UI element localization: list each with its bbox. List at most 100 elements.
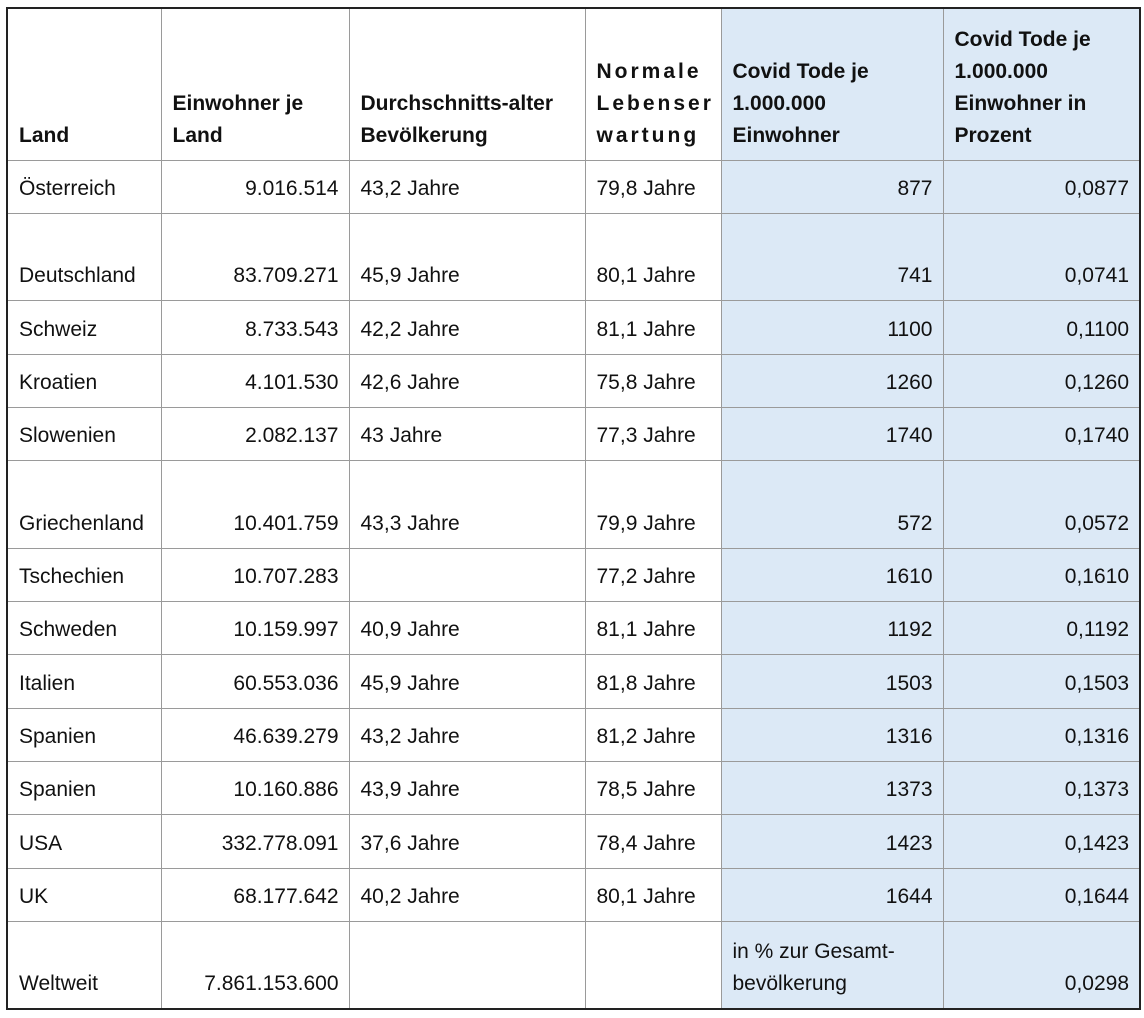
cell-alter: 40,2 Jahre <box>348 867 586 922</box>
cell-lebenserwartung: 80,1 Jahre <box>584 867 722 922</box>
cell-einwohner: 7.861.153.600 <box>160 920 350 1010</box>
cell-alter: 45,9 Jahre <box>348 654 586 709</box>
cell-lebenserwartung: 79,9 Jahre <box>584 460 722 549</box>
cell-covid-tode: 1610 <box>720 547 944 603</box>
table-row: Slowenien 2.082.137 43 Jahre 77,3 Jahre 1740… <box>6 406 1141 462</box>
cell-alter: 40,9 Jahre <box>348 601 586 656</box>
cell-covid-tode: 1192 <box>720 601 944 656</box>
world-row: Weltweit 7.861.153.600 in % zur Gesamt-bev… <box>6 920 1141 1010</box>
cell-land: Deutschland <box>6 212 162 302</box>
table-row: Tschechien 10.707.283 77,2 Jahre 1610 0,1610 <box>6 547 1141 603</box>
cell-lebenserwartung: 78,5 Jahre <box>584 760 722 816</box>
cell-covid-tode: 1503 <box>720 654 944 709</box>
cell-einwohner: 60.553.036 <box>160 654 350 709</box>
cell-covid-tode-prozent: 0,1192 <box>942 601 1141 656</box>
cell-lebenserwartung <box>584 920 722 1010</box>
cell-covid-tode-prozent: 0,1260 <box>942 353 1141 408</box>
cell-covid-tode: 572 <box>720 460 944 549</box>
table-row: Schweiz 8.733.543 42,2 Jahre 81,1 Jahre 1100… <box>6 300 1141 355</box>
cell-lebenserwartung: 81,8 Jahre <box>584 654 722 709</box>
cell-covid-tode-prozent: 0,1740 <box>942 406 1141 462</box>
cell-einwohner: 4.101.530 <box>160 353 350 408</box>
cell-alter: 42,6 Jahre <box>348 353 586 408</box>
cell-alter: 43 Jahre <box>348 406 586 462</box>
header-row: Land Einwohner je Land Durchschnitts-alt… <box>6 7 1141 161</box>
cell-einwohner: 8.733.543 <box>160 300 350 355</box>
cell-covid-tode: 1260 <box>720 353 944 408</box>
cell-covid-tode-prozent: 0,1423 <box>942 814 1141 869</box>
cell-covid-tode-prozent: 0,1644 <box>942 867 1141 922</box>
cell-covid-tode: 1100 <box>720 300 944 355</box>
cell-covid-tode: 1740 <box>720 406 944 462</box>
cell-land: Italien <box>6 654 162 709</box>
cell-einwohner: 332.778.091 <box>160 814 350 869</box>
cell-land: Weltweit <box>6 920 162 1010</box>
table-row: Spanien 10.160.886 43,9 Jahre 78,5 Jahre 137… <box>6 760 1141 816</box>
cell-covid-tode: 741 <box>720 212 944 302</box>
cell-lebenserwartung: 77,3 Jahre <box>584 406 722 462</box>
cell-lebenserwartung: 81,1 Jahre <box>584 601 722 656</box>
cell-einwohner: 46.639.279 <box>160 707 350 763</box>
cell-land: Griechenland <box>6 460 162 549</box>
cell-einwohner: 10.160.886 <box>160 760 350 816</box>
cell-lebenserwartung: 81,2 Jahre <box>584 707 722 763</box>
cell-covid-tode-prozent: 0,0877 <box>942 159 1141 214</box>
cell-einwohner: 10.401.759 <box>160 460 350 549</box>
table-row: Spanien 46.639.279 43,2 Jahre 81,2 Jahre 131… <box>6 707 1141 763</box>
table-row: UK 68.177.642 40,2 Jahre 80,1 Jahre 1644 0,16… <box>6 867 1141 922</box>
cell-land: Schweden <box>6 601 162 656</box>
cell-covid-tode-prozent: 0,0572 <box>942 460 1141 549</box>
cell-covid-tode-prozent: 0,1610 <box>942 547 1141 603</box>
cell-covid-tode-prozent: 0,1503 <box>942 654 1141 709</box>
cell-lebenserwartung: 78,4 Jahre <box>584 814 722 869</box>
cell-einwohner: 10.707.283 <box>160 547 350 603</box>
cell-covid-tode-prozent: 0,1100 <box>942 300 1141 355</box>
covid-statistics-table: Land Einwohner je Land Durchschnitts-alt… <box>6 7 1141 1010</box>
header-lebenserwartung: Normale Lebenserwartung <box>584 7 722 161</box>
cell-lebenserwartung: 80,1 Jahre <box>584 212 722 302</box>
cell-einwohner: 83.709.271 <box>160 212 350 302</box>
cell-covid-tode: 877 <box>720 159 944 214</box>
header-einwohner: Einwohner je Land <box>160 7 350 161</box>
cell-alter: 45,9 Jahre <box>348 212 586 302</box>
cell-einwohner: 68.177.642 <box>160 867 350 922</box>
cell-lebenserwartung: 77,2 Jahre <box>584 547 722 603</box>
cell-covid-tode-prozent: 0,1373 <box>942 760 1141 816</box>
cell-covid-tode-prozent: 0,0298 <box>942 920 1141 1010</box>
cell-alter: 43,9 Jahre <box>348 760 586 816</box>
table-row: Deutschland 83.709.271 45,9 Jahre 80,1 Jahr… <box>6 212 1141 302</box>
table-row: Italien 60.553.036 45,9 Jahre 81,8 Jahre 150… <box>6 654 1141 709</box>
cell-land: Spanien <box>6 760 162 816</box>
cell-covid-tode: 1423 <box>720 814 944 869</box>
cell-land: UK <box>6 867 162 922</box>
table-row: Österreich 9.016.514 43,2 Jahre 79,8 Jahre 8… <box>6 159 1141 214</box>
cell-covid-tode: 1373 <box>720 760 944 816</box>
cell-alter <box>348 920 586 1010</box>
cell-land: Kroatien <box>6 353 162 408</box>
header-covid-tode: Covid Tode je 1.000.000 Einwohner <box>720 7 944 161</box>
header-land: Land <box>6 7 162 161</box>
cell-alter: 37,6 Jahre <box>348 814 586 869</box>
cell-einwohner: 10.159.997 <box>160 601 350 656</box>
cell-einwohner: 9.016.514 <box>160 159 350 214</box>
table-row: Schweden 10.159.997 40,9 Jahre 81,1 Jahre 11… <box>6 601 1141 656</box>
cell-alter <box>348 547 586 603</box>
cell-lebenserwartung: 81,1 Jahre <box>584 300 722 355</box>
cell-einwohner: 2.082.137 <box>160 406 350 462</box>
cell-alter: 43,2 Jahre <box>348 159 586 214</box>
cell-alter: 43,2 Jahre <box>348 707 586 763</box>
table-row: Griechenland 10.401.759 43,3 Jahre 79,9 Jah… <box>6 460 1141 549</box>
cell-lebenserwartung: 79,8 Jahre <box>584 159 722 214</box>
cell-land: Slowenien <box>6 406 162 462</box>
header-covid-tode-prozent: Covid Tode je 1.000.000 Einwohner in Pro… <box>942 7 1141 161</box>
cell-land: USA <box>6 814 162 869</box>
table-row: Kroatien 4.101.530 42,6 Jahre 75,8 Jahre 126… <box>6 353 1141 408</box>
cell-covid-tode: 1644 <box>720 867 944 922</box>
cell-covid-tode-prozent: 0,1316 <box>942 707 1141 763</box>
cell-land: Schweiz <box>6 300 162 355</box>
cell-covid-tode: in % zur Gesamt-bevölkerung <box>720 920 944 1010</box>
cell-lebenserwartung: 75,8 Jahre <box>584 353 722 408</box>
table-row: USA 332.778.091 37,6 Jahre 78,4 Jahre 1423 0,… <box>6 814 1141 869</box>
cell-alter: 43,3 Jahre <box>348 460 586 549</box>
cell-land: Tschechien <box>6 547 162 603</box>
